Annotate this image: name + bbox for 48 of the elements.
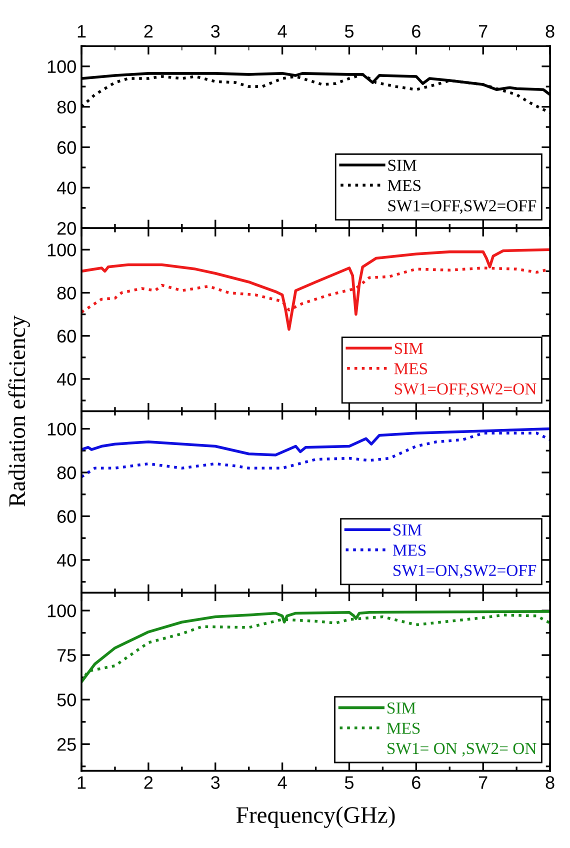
- x-tick-label: 2: [144, 776, 153, 789]
- y-tick-label: 40: [56, 182, 76, 194]
- y-tick-label: 100: [48, 422, 76, 436]
- x2-tick-label: 2: [144, 24, 153, 38]
- y-tick-label: 100: [48, 60, 76, 74]
- legend-title: SW1=OFF,SW2=ON: [394, 383, 536, 397]
- legend-label: SIM: [394, 342, 423, 354]
- y-tick-label: 20: [57, 222, 76, 235]
- y-tick-label: 40: [56, 372, 76, 386]
- x2-tick-label: 4: [278, 25, 287, 38]
- legend-label: SIM: [388, 160, 416, 171]
- legend-label: SIM: [388, 702, 416, 714]
- x2-tick-label: 3: [211, 24, 220, 38]
- y-tick-label: 100: [48, 244, 76, 256]
- y-tick-label: 60: [57, 141, 76, 154]
- y-tick-label: 25: [57, 738, 76, 751]
- x2-tick-label: 7: [479, 25, 488, 38]
- y-tick-label: 60: [57, 510, 76, 523]
- legend-title: SW1=ON,SW2=OFF: [394, 564, 536, 578]
- legend-label: MES: [394, 363, 428, 374]
- x2-tick-label: 6: [412, 24, 420, 38]
- y-tick-label: 80: [57, 466, 76, 480]
- x-tick-label: 6: [412, 776, 420, 789]
- legend-title: SW1=OFF,SW2=OFF: [388, 200, 536, 214]
- x2-tick-label: 8: [546, 24, 554, 38]
- legend-title: SW1= ON ,SW2= ON: [388, 742, 536, 757]
- legend-label: SIM: [394, 524, 422, 536]
- x-tick-label: 3: [211, 776, 220, 789]
- x-tick-label: 4: [278, 776, 287, 789]
- x-tick-label: 8: [546, 776, 554, 789]
- legend-label: MES: [388, 180, 421, 192]
- y-tick-label: 60: [57, 330, 76, 343]
- y-tick-label: 80: [57, 100, 76, 114]
- y-tick-label: 40: [56, 554, 76, 567]
- y-tick-label: 75: [57, 649, 76, 662]
- legend-label: MES: [392, 544, 426, 556]
- x-axis-title: Frequency(GHz): [236, 806, 395, 828]
- x2-tick-label: 1: [78, 25, 86, 38]
- x2-tick-label: 5: [344, 25, 354, 38]
- y-axis-title: Radiation efficiency: [8, 316, 30, 506]
- x-tick-label: 1: [78, 776, 86, 789]
- y-tick-label: 80: [57, 286, 76, 300]
- x-tick-label: 7: [479, 776, 488, 789]
- line-series: [82, 248, 550, 331]
- y-tick-label: 100: [48, 604, 76, 618]
- legend-label: MES: [386, 722, 420, 734]
- x-tick-label: 5: [344, 776, 354, 789]
- y-tick-label: 50: [57, 694, 76, 706]
